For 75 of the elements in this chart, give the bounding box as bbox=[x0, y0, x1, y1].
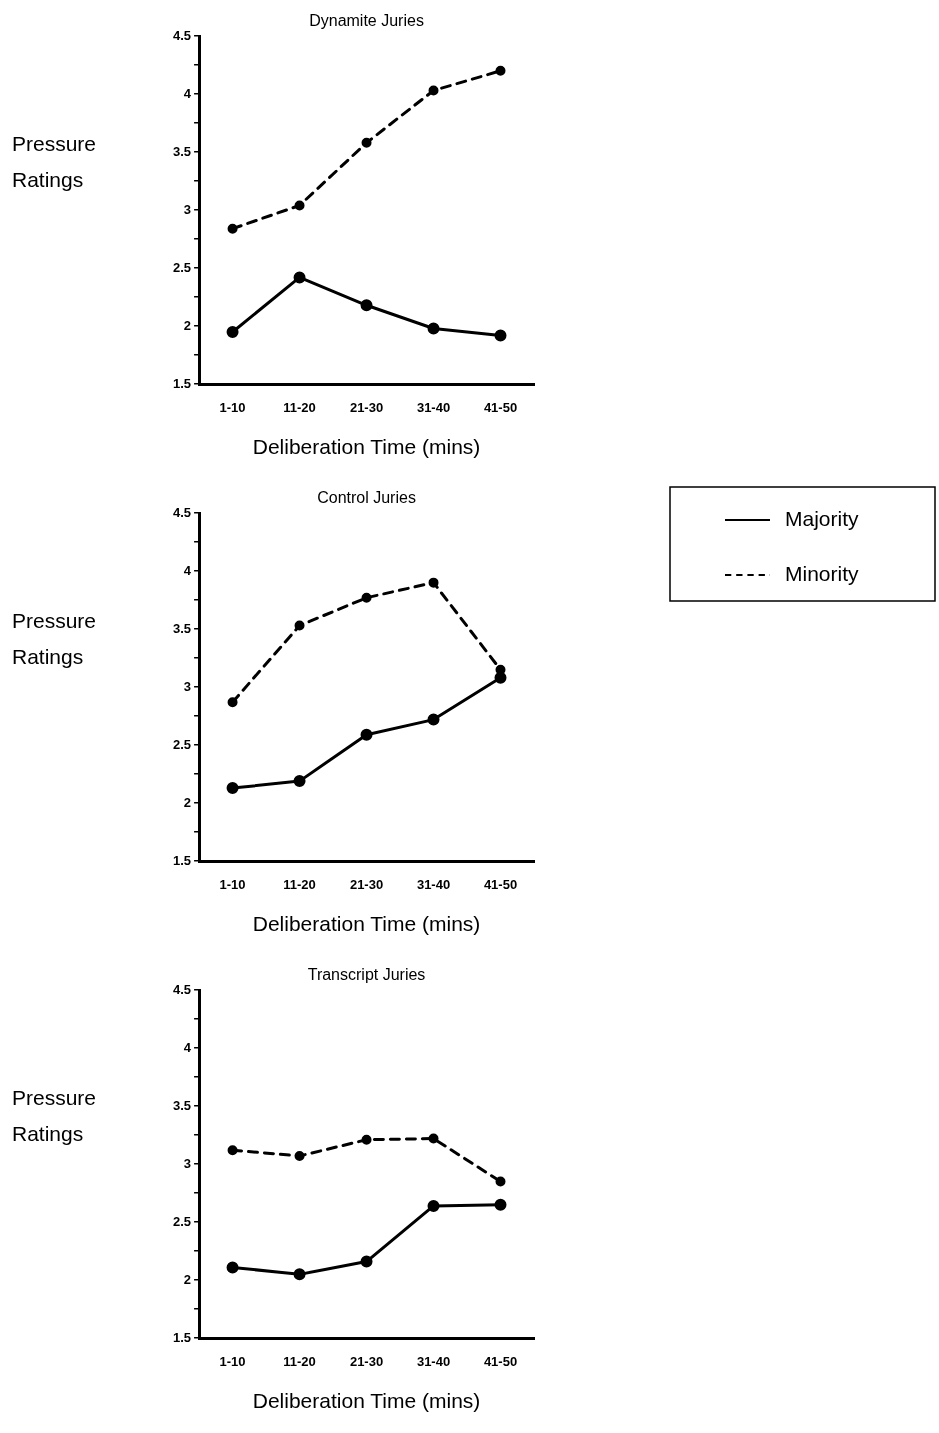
point bbox=[427, 322, 440, 335]
y-tick-label: 2 bbox=[183, 317, 192, 333]
point bbox=[494, 329, 507, 342]
point bbox=[227, 223, 238, 234]
point bbox=[226, 1261, 239, 1274]
x-tick-label: 1-10 bbox=[219, 1353, 246, 1369]
y-tick-label: 4 bbox=[183, 1039, 192, 1055]
point bbox=[360, 299, 373, 312]
y-axis-title: Pressure Ratings bbox=[12, 608, 97, 668]
y-axis-title: Pressure Ratings bbox=[12, 131, 97, 191]
point bbox=[495, 65, 506, 76]
point bbox=[361, 1134, 372, 1145]
point bbox=[361, 137, 372, 148]
x-tick-label: 11-20 bbox=[283, 1353, 316, 1369]
x-tick-label: 11-20 bbox=[283, 876, 316, 892]
y-tick-label: 1.5 bbox=[172, 375, 192, 391]
point bbox=[227, 697, 238, 708]
y-axis-title: Pressure Ratings bbox=[12, 1085, 97, 1145]
point bbox=[226, 782, 239, 795]
point bbox=[293, 271, 306, 284]
y-tick-label: 3 bbox=[183, 201, 192, 217]
chart-title: Dynamite Juries bbox=[309, 12, 424, 29]
x-tick-label: 31-40 bbox=[416, 399, 451, 415]
y-tick-label: 2 bbox=[183, 1271, 192, 1287]
y-tick-label: 1.5 bbox=[172, 852, 192, 868]
y-tick-label: 4.5 bbox=[172, 27, 192, 43]
y-tick-label: 4.5 bbox=[172, 981, 192, 997]
x-tick-label: 31-40 bbox=[416, 1353, 451, 1369]
point bbox=[293, 1268, 306, 1281]
x-tick-label: 1-10 bbox=[219, 876, 246, 892]
point bbox=[294, 200, 305, 211]
x-tick-label: 41-50 bbox=[483, 876, 518, 892]
point bbox=[293, 775, 306, 788]
x-tick-label: 11-20 bbox=[283, 399, 316, 415]
point bbox=[294, 620, 305, 631]
y-tick-label: 4 bbox=[183, 85, 192, 101]
point bbox=[494, 1198, 507, 1211]
y-tick-label: 1.5 bbox=[172, 1329, 192, 1345]
y-tick-label: 3.5 bbox=[172, 143, 192, 159]
x-tick-label: 31-40 bbox=[416, 876, 451, 892]
y-tick-label: 3.5 bbox=[172, 620, 192, 636]
x-axis-title: Deliberation Time (mins) bbox=[252, 1389, 481, 1413]
point bbox=[360, 1255, 373, 1268]
x-tick-label: 21-30 bbox=[349, 399, 384, 415]
point bbox=[428, 85, 439, 96]
y-tick-label: 3.5 bbox=[172, 1097, 192, 1113]
y-tick-label: 3 bbox=[183, 1155, 192, 1171]
legend-label: Minority bbox=[785, 561, 860, 585]
point bbox=[227, 1145, 238, 1156]
point bbox=[427, 713, 440, 726]
legend-label: Majority bbox=[785, 506, 860, 530]
x-tick-label: 41-50 bbox=[483, 399, 518, 415]
chart-title: Control Juries bbox=[317, 489, 416, 506]
chart-title: Transcript Juries bbox=[307, 966, 426, 983]
point bbox=[360, 728, 373, 741]
y-tick-label: 3 bbox=[183, 678, 192, 694]
y-tick-label: 2 bbox=[183, 794, 192, 810]
point bbox=[361, 592, 372, 603]
y-tick-label: 2.5 bbox=[172, 259, 192, 275]
x-tick-label: 21-30 bbox=[349, 876, 384, 892]
x-tick-label: 1-10 bbox=[219, 399, 246, 415]
point bbox=[495, 1176, 506, 1187]
x-tick-label: 21-30 bbox=[349, 1353, 384, 1369]
x-tick-label: 41-50 bbox=[483, 1353, 518, 1369]
point bbox=[428, 1133, 439, 1144]
x-axis-title: Deliberation Time (mins) bbox=[252, 435, 481, 459]
point bbox=[294, 1150, 305, 1161]
x-axis-title: Deliberation Time (mins) bbox=[252, 912, 481, 936]
y-tick-label: 2.5 bbox=[172, 736, 192, 752]
point bbox=[226, 325, 239, 338]
point bbox=[428, 577, 439, 588]
y-tick-label: 2.5 bbox=[172, 1213, 192, 1229]
point bbox=[427, 1199, 440, 1212]
y-tick-label: 4 bbox=[183, 562, 192, 578]
y-tick-label: 4.5 bbox=[172, 504, 192, 520]
